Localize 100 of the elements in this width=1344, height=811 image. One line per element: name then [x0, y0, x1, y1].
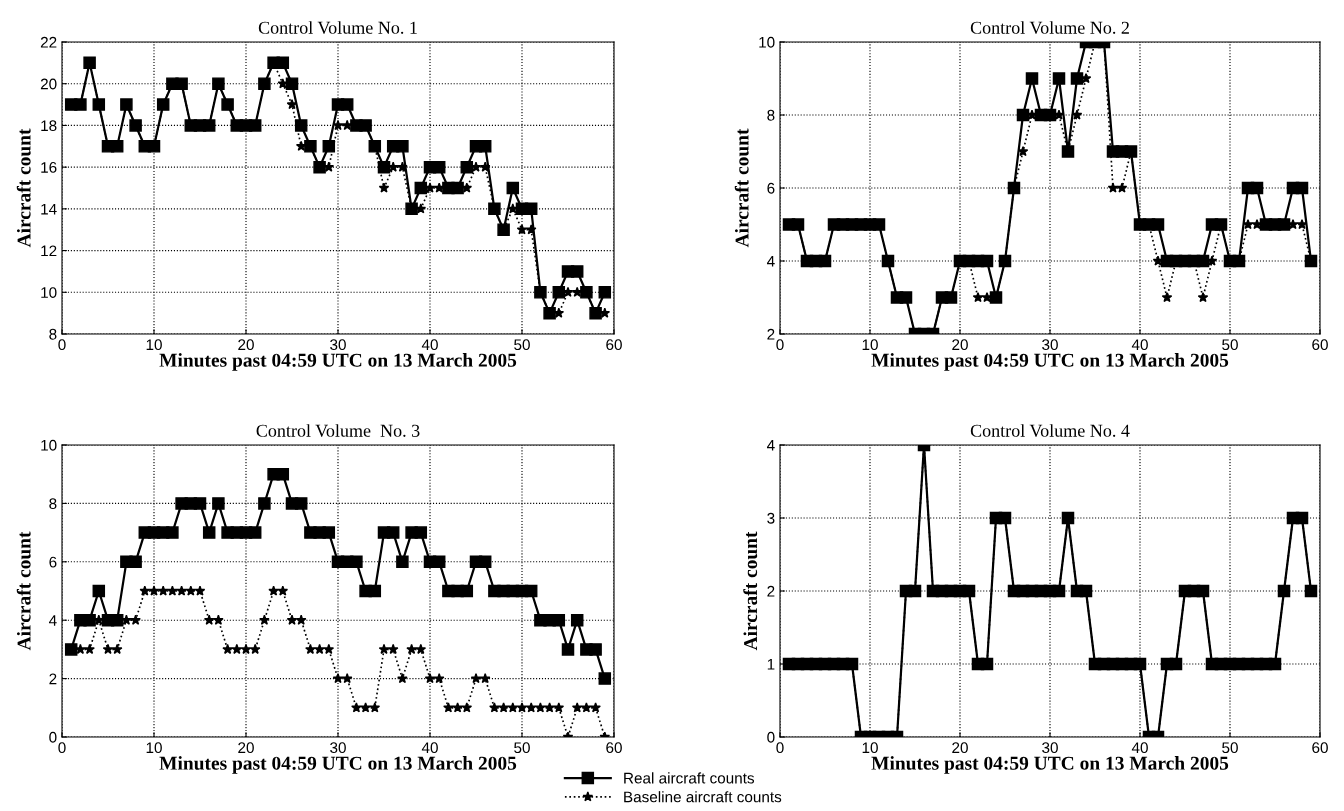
x-tick-label: 10: [862, 742, 878, 754]
point: [166, 526, 179, 539]
y-tick-label: 18: [41, 120, 57, 132]
y-tick-label: 6: [767, 182, 775, 194]
point: [340, 98, 354, 111]
point: [341, 673, 353, 684]
x-axis-title: Minutes past 04:59 UTC on 13 March 2005: [159, 353, 517, 371]
point: [524, 202, 538, 216]
point: [110, 613, 124, 627]
point: [202, 526, 216, 539]
x-tick-label: 20: [238, 339, 254, 351]
x-tick-label: 10: [862, 339, 878, 351]
point: [432, 160, 446, 174]
point: [552, 286, 566, 299]
point: [524, 584, 538, 598]
y-tick-label: 6: [49, 556, 57, 568]
point: [1016, 108, 1030, 122]
point: [1196, 254, 1210, 268]
point: [553, 702, 565, 713]
x-tick-label: 0: [776, 339, 784, 351]
point: [561, 643, 575, 656]
point: [1070, 72, 1084, 85]
x-tick-label: 50: [514, 742, 530, 754]
y-tick-label: 10: [41, 439, 57, 451]
point: [525, 224, 537, 235]
point: [535, 702, 546, 713]
x-tick-label: 0: [776, 742, 784, 754]
point: [212, 497, 225, 510]
point: [552, 613, 566, 627]
point: [478, 140, 492, 153]
point: [295, 614, 307, 625]
x-tick-label: 50: [1222, 339, 1238, 351]
x-tick-label: 40: [1131, 339, 1148, 351]
point: [470, 673, 482, 684]
point: [571, 702, 583, 713]
x-tick-label: 20: [952, 742, 968, 754]
point: [414, 526, 428, 539]
point: [1161, 291, 1173, 303]
point: [443, 702, 454, 713]
x-tick-label: 50: [1222, 742, 1238, 754]
point: [276, 467, 290, 481]
point: [570, 613, 584, 627]
y-tick-label: 10: [759, 36, 775, 48]
point: [314, 643, 325, 655]
point: [185, 585, 197, 596]
point: [276, 56, 290, 70]
y-tick-label: 14: [41, 203, 57, 215]
x-tick-label: 10: [146, 742, 162, 754]
x-tick-label: 40: [421, 339, 438, 351]
y-tick-label: 8: [767, 109, 775, 121]
point: [460, 160, 474, 174]
chart-title: Control Volume No. 2: [970, 21, 1129, 34]
point: [294, 119, 308, 132]
y-tick-label: 1: [767, 659, 775, 670]
chart-title: Control Volume No. 4: [970, 424, 1130, 437]
x-tick-label: 0: [58, 339, 66, 351]
y-tick-label: 3: [767, 512, 775, 524]
x-tick-label: 60: [606, 339, 622, 351]
point: [1116, 182, 1128, 193]
point: [397, 673, 408, 684]
point: [516, 224, 528, 235]
y-tick-label: 4: [766, 256, 775, 267]
point: [323, 643, 335, 655]
x-tick-label: 60: [1312, 742, 1328, 754]
point: [83, 613, 96, 627]
point: [1025, 72, 1039, 85]
point: [498, 702, 509, 713]
y-tick-label: 12: [41, 245, 57, 257]
x-tick-label: 30: [330, 339, 346, 351]
point: [598, 672, 612, 685]
point: [350, 555, 363, 569]
y-tick-label: 0: [767, 731, 775, 743]
legend-label: Real aircraft counts: [624, 772, 755, 784]
point: [286, 614, 298, 625]
point: [980, 254, 994, 268]
point: [294, 497, 308, 510]
chart-title: Control Volume No. 1: [258, 21, 417, 34]
point: [1295, 181, 1309, 195]
point: [589, 643, 602, 656]
point: [478, 555, 492, 569]
point: [590, 702, 601, 713]
x-tick-label: 0: [58, 742, 66, 754]
y-axis-title: Aircraft count: [734, 128, 749, 248]
y-tick-label: 4: [48, 615, 57, 626]
point: [285, 77, 299, 90]
x-tick-label: 60: [1312, 339, 1328, 351]
point: [84, 643, 95, 655]
point: [460, 584, 474, 598]
point: [322, 140, 336, 153]
y-tick-label: 2: [767, 585, 775, 597]
y-tick-label: 10: [41, 287, 57, 298]
point: [452, 702, 463, 713]
x-axis-title: Minutes past 04:59 UTC on 13 March 2005: [871, 756, 1229, 774]
point: [148, 585, 160, 596]
point: [1151, 218, 1165, 231]
point: [432, 555, 446, 569]
point: [248, 526, 262, 539]
legend-label: Baseline aircraft counts: [624, 791, 782, 803]
point: [1107, 182, 1119, 193]
point: [507, 702, 519, 713]
